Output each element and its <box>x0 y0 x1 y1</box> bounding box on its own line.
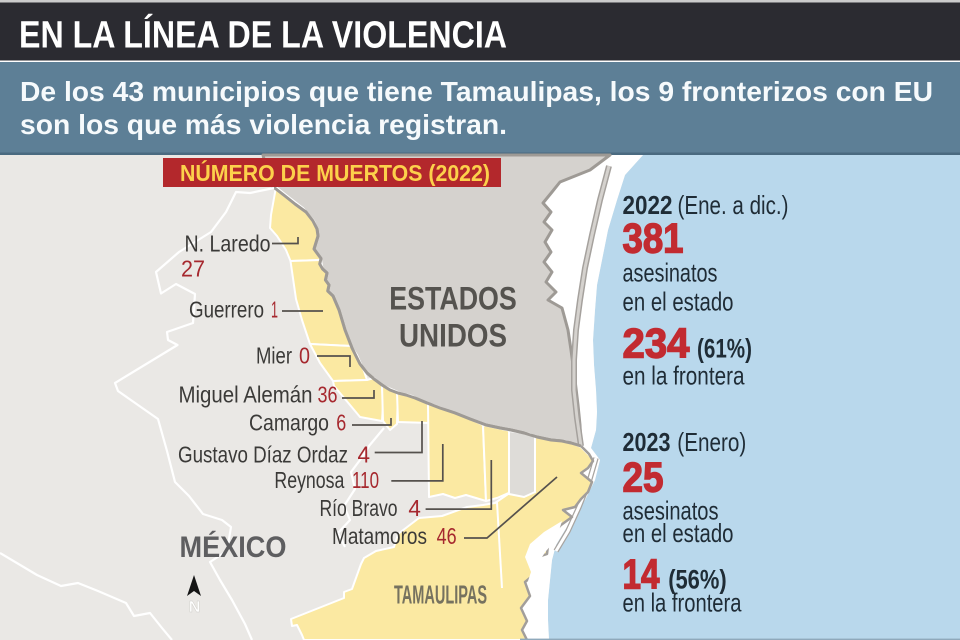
svg-text:36: 36 <box>318 382 338 408</box>
svg-text:UNIDOS: UNIDOS <box>399 317 507 353</box>
svg-text:(Ene. a dic.): (Ene. a dic.) <box>678 190 789 220</box>
svg-text:234: 234 <box>623 320 691 367</box>
svg-text:2022: 2022 <box>623 190 673 220</box>
svg-text:en el estado: en el estado <box>623 518 734 548</box>
svg-text:(Enero): (Enero) <box>677 427 746 457</box>
svg-text:MÉXICO: MÉXICO <box>180 530 287 564</box>
svg-text:N. Laredo: N. Laredo <box>185 231 271 257</box>
svg-text:27: 27 <box>181 256 205 282</box>
svg-text:Guerrero: Guerrero <box>189 297 264 323</box>
svg-text:25: 25 <box>623 454 664 501</box>
svg-text:4: 4 <box>358 442 371 468</box>
svg-text:Miguel Alemán: Miguel Alemán <box>179 382 313 408</box>
svg-text:Camargo: Camargo <box>249 410 329 436</box>
svg-text:Mier: Mier <box>256 343 292 369</box>
svg-text:381: 381 <box>623 215 684 262</box>
svg-text:en el estado: en el estado <box>623 286 734 316</box>
svg-text:en la frontera: en la frontera <box>623 587 742 617</box>
svg-text:46: 46 <box>437 523 457 549</box>
svg-text:1: 1 <box>271 297 278 323</box>
svg-text:0: 0 <box>299 343 310 369</box>
svg-text:(61%): (61%) <box>697 334 752 364</box>
svg-text:Matamoros: Matamoros <box>332 523 427 549</box>
svg-text:NÚMERO DE MUERTOS (2022): NÚMERO DE MUERTOS (2022) <box>180 159 490 186</box>
svg-text:en la frontera: en la frontera <box>623 361 745 391</box>
svg-text:4: 4 <box>408 495 421 521</box>
svg-text:2023: 2023 <box>623 427 671 457</box>
svg-text:14: 14 <box>623 551 661 598</box>
svg-text:N: N <box>189 599 201 616</box>
svg-text:EN LA LÍNEA DE LA VIOLENCIA: EN LA LÍNEA DE LA VIOLENCIA <box>19 13 507 57</box>
svg-text:ESTADOS: ESTADOS <box>389 281 517 317</box>
svg-text:110: 110 <box>352 467 379 493</box>
svg-text:De los 43 municipios que tiene: De los 43 municipios que tiene Tamaulipa… <box>20 76 933 107</box>
svg-text:asesinatos: asesinatos <box>623 495 719 525</box>
svg-text:son los que más violencia regi: son los que más violencia registran. <box>20 109 507 140</box>
svg-text:TAMAULIPAS: TAMAULIPAS <box>394 582 487 610</box>
svg-text:Río Bravo: Río Bravo <box>320 495 398 521</box>
svg-text:(56%): (56%) <box>668 565 727 595</box>
svg-text:Gustavo Díaz Ordaz: Gustavo Díaz Ordaz <box>178 442 348 468</box>
svg-text:6: 6 <box>336 410 346 436</box>
svg-text:asesinatos: asesinatos <box>623 258 718 288</box>
svg-text:Reynosa: Reynosa <box>274 467 344 493</box>
